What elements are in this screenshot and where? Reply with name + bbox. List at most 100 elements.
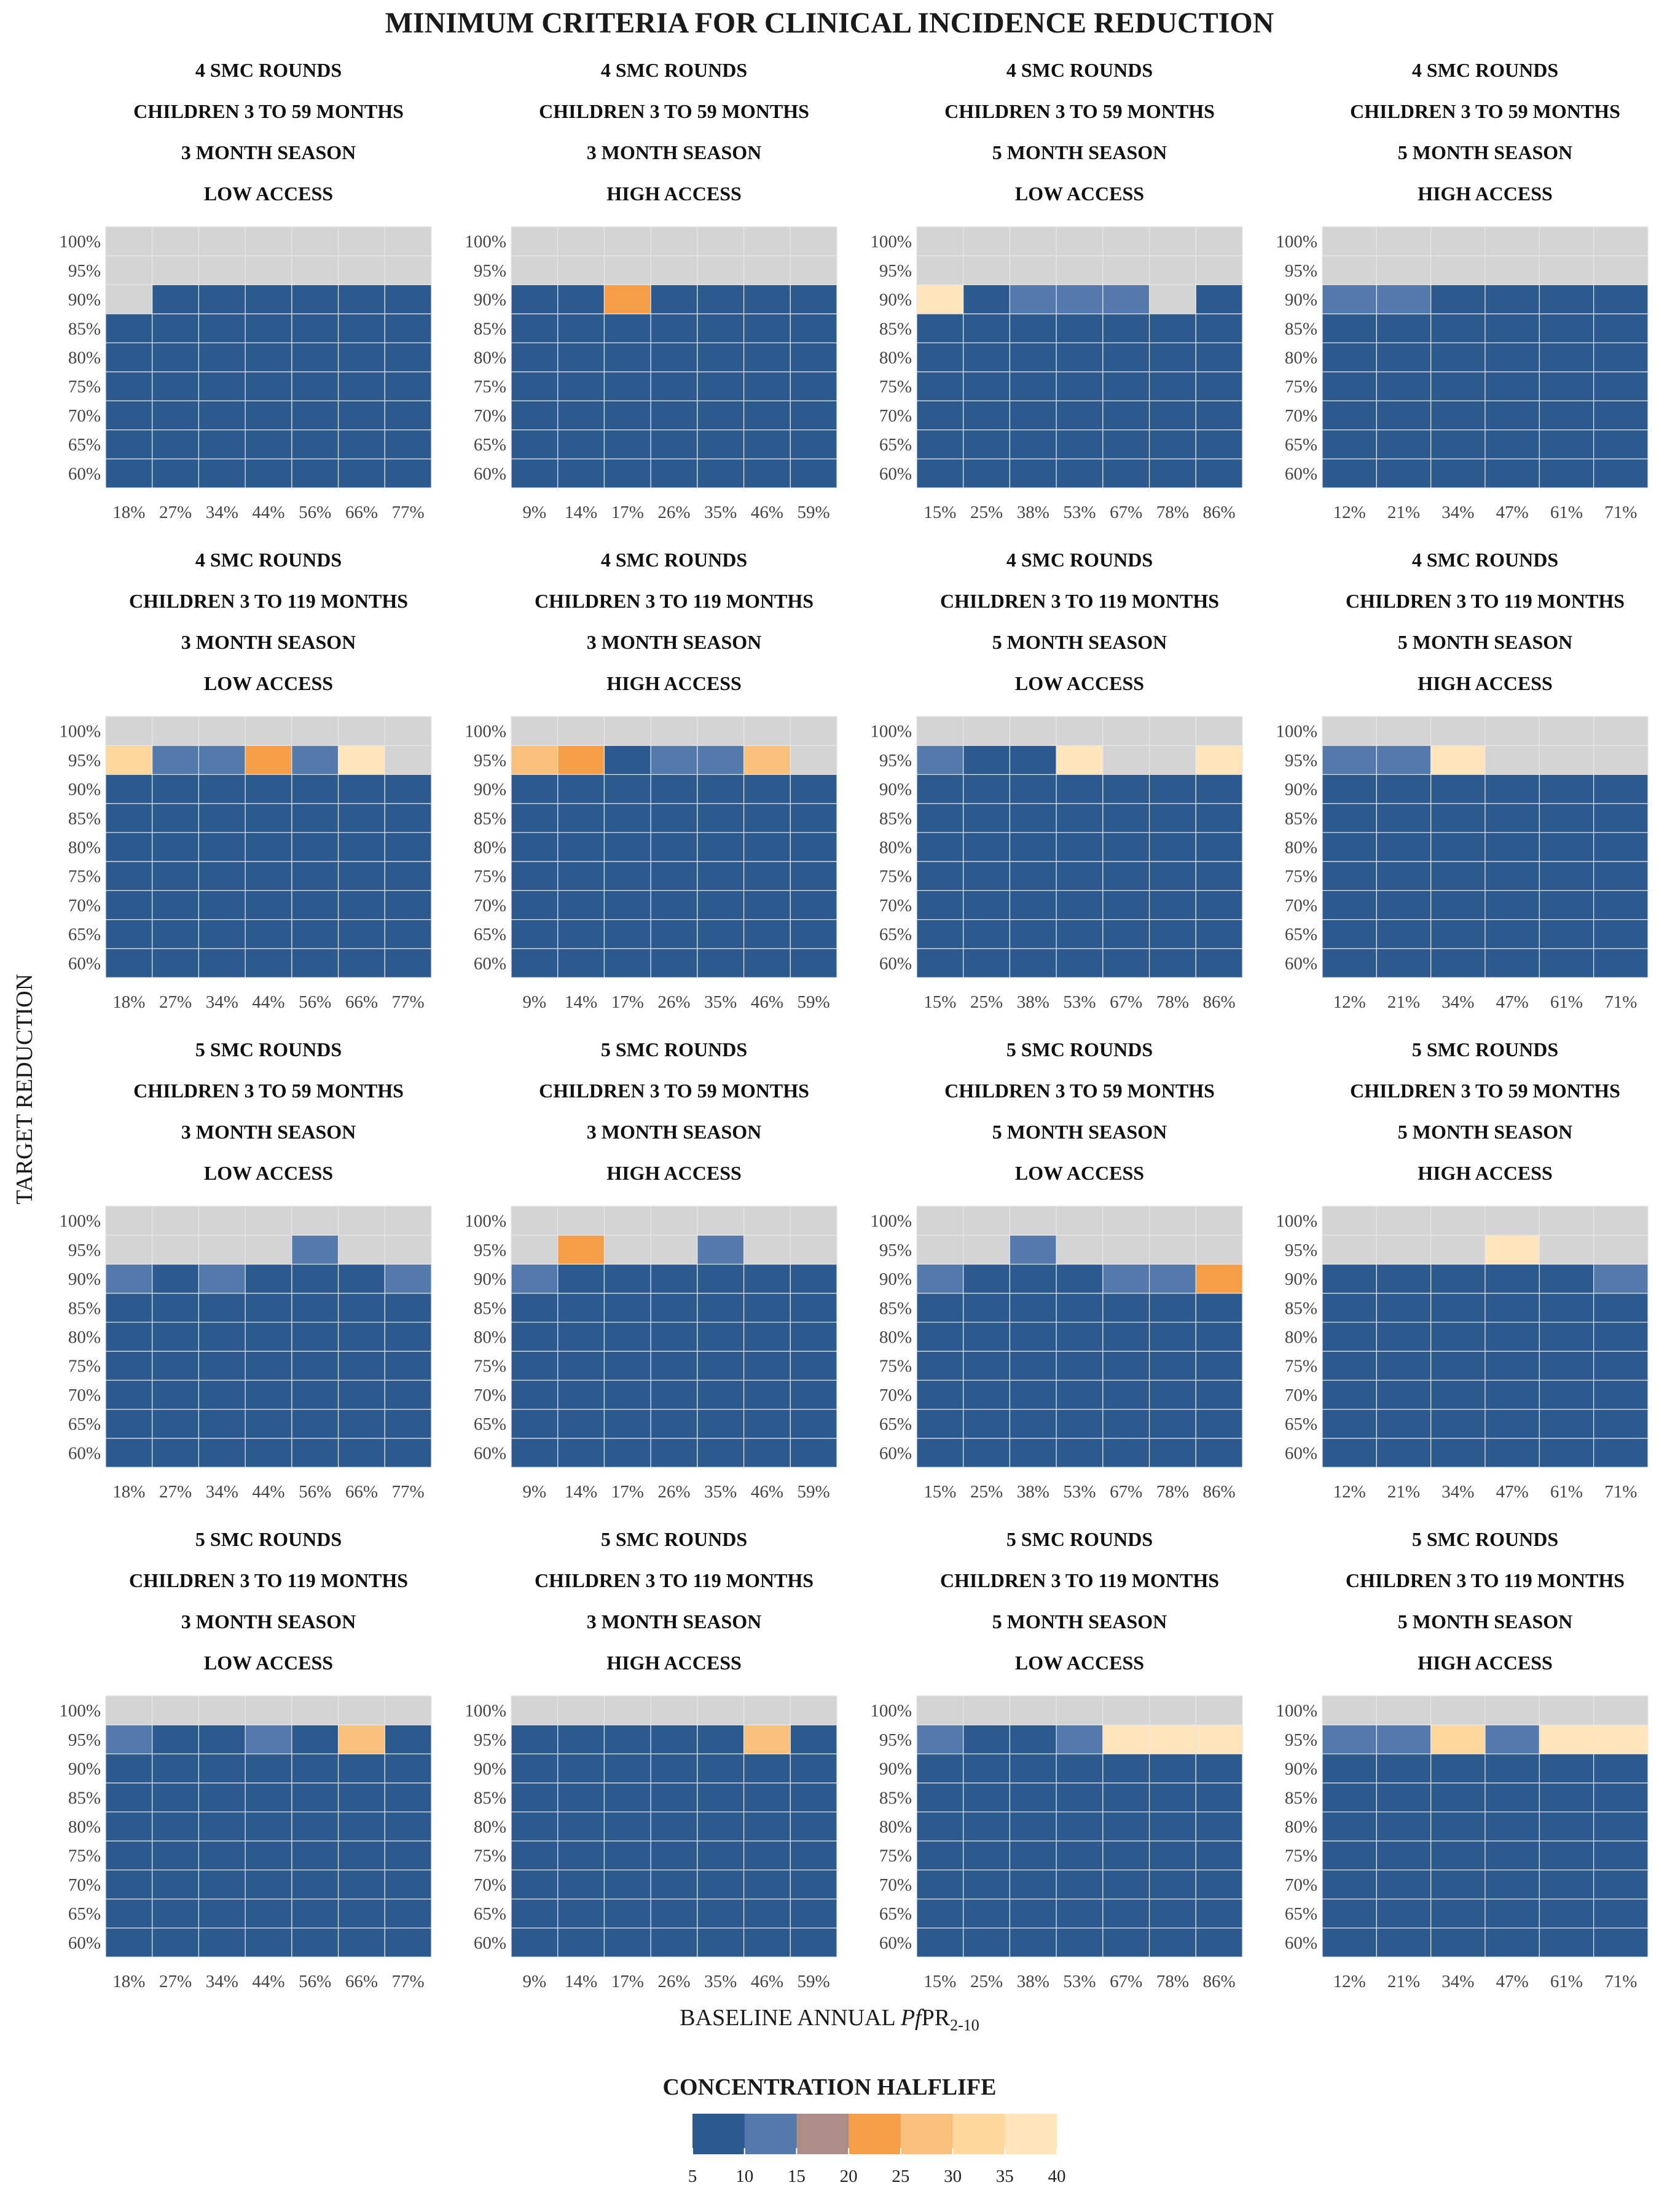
y-tick-label: 70% xyxy=(474,1386,506,1405)
heatmap-cell xyxy=(1430,861,1486,891)
heatmap-cell xyxy=(1195,284,1243,315)
heatmap-cell xyxy=(1430,284,1486,315)
heatmap-cell xyxy=(291,429,339,460)
heatmap-cell xyxy=(603,342,651,372)
y-tick-label: 75% xyxy=(879,867,912,887)
heatmap-cell xyxy=(291,890,339,920)
heatmap-cell xyxy=(1195,429,1243,460)
heatmap-cell xyxy=(1539,1379,1594,1410)
heatmap-cell xyxy=(1430,745,1486,775)
heatmap-cell xyxy=(1430,1293,1486,1323)
heatmap-cell xyxy=(105,1206,153,1236)
heatmap-cell xyxy=(790,861,837,891)
heatmap-cell xyxy=(557,1753,605,1784)
heatmap-cell xyxy=(1009,1898,1057,1929)
panel-header-line: CHILDREN 3 TO 59 MONTHS xyxy=(539,1080,809,1102)
heatmap-cell xyxy=(557,1293,605,1323)
x-tick-label: 77% xyxy=(392,1482,425,1502)
legend-swatch xyxy=(900,2114,954,2154)
heatmap-cell xyxy=(963,861,1011,891)
legend-swatch xyxy=(692,2114,745,2154)
heatmap-cell xyxy=(1430,1753,1486,1784)
heatmap-cell xyxy=(511,1783,559,1813)
heatmap-cell xyxy=(198,716,246,746)
heatmap-cell xyxy=(1322,1695,1377,1725)
heatmap-cell xyxy=(511,226,559,256)
x-tick-label: 56% xyxy=(299,992,331,1012)
y-tick-label: 75% xyxy=(474,377,506,397)
heatmap-cell xyxy=(511,832,559,862)
heatmap-cell xyxy=(1102,429,1150,460)
heatmap-cell xyxy=(1102,1840,1150,1870)
heatmap-cell xyxy=(1430,890,1486,920)
y-tick-label: 100% xyxy=(1276,722,1317,742)
heatmap-cell xyxy=(198,313,246,343)
heatmap-cell xyxy=(963,255,1011,286)
heatmap-cell xyxy=(245,1206,292,1236)
heatmap-cell xyxy=(963,429,1011,460)
heatmap-cell xyxy=(1430,226,1486,256)
heatmap-cell xyxy=(511,745,559,775)
heatmap-cell xyxy=(198,255,246,286)
panel-r3-c2: 5 SMC ROUNDS CHILDREN 3 TO 119 MONTHS 5 MO… xyxy=(870,1528,1243,1991)
heatmap-cell xyxy=(916,226,964,256)
heatmap-cell xyxy=(1430,342,1486,372)
heatmap-cell xyxy=(557,1898,605,1929)
x-tick-label: 26% xyxy=(657,503,690,522)
heatmap-cell xyxy=(557,1322,605,1352)
heatmap-cell xyxy=(790,1438,837,1468)
y-tick-label: 85% xyxy=(474,809,506,828)
heatmap-cell xyxy=(1148,919,1196,949)
heatmap-cell xyxy=(1484,1379,1540,1410)
y-tick-label: 60% xyxy=(1285,1933,1317,1953)
heatmap-cell xyxy=(1376,1811,1432,1841)
x-tick-label: 56% xyxy=(299,503,331,522)
panel-header-line: 3 MONTH SEASON xyxy=(587,1121,761,1143)
heatmap-cell xyxy=(557,1869,605,1900)
heatmap-cell xyxy=(337,1322,385,1352)
heatmap-cell xyxy=(603,284,651,315)
heatmap-cell xyxy=(384,832,432,862)
panel-header-line: 5 SMC ROUNDS xyxy=(195,1528,342,1550)
x-tick-label: 77% xyxy=(392,1972,425,1991)
heatmap-cell xyxy=(1056,745,1104,775)
heatmap-cell xyxy=(198,1379,246,1410)
heatmap-cell xyxy=(245,1811,292,1841)
heatmap-cell xyxy=(697,774,745,804)
heatmap-cell xyxy=(1148,1351,1196,1381)
y-tick-label: 65% xyxy=(879,435,912,455)
heatmap-cell xyxy=(1009,342,1057,372)
x-tick-label: 47% xyxy=(1496,503,1529,522)
heatmap-cell xyxy=(1593,371,1649,401)
heatmap-cell xyxy=(743,832,791,862)
heatmap-cell xyxy=(1009,371,1057,401)
heatmap-cell xyxy=(1430,948,1486,978)
heatmap-cell xyxy=(1148,1724,1196,1755)
heatmap-cell xyxy=(697,948,745,978)
heatmap-cell xyxy=(105,1811,153,1841)
heatmap-cell xyxy=(511,284,559,315)
heatmap-cell xyxy=(650,1379,698,1410)
heatmap-cell xyxy=(1009,1234,1057,1265)
y-tick-label: 75% xyxy=(1285,1357,1317,1376)
heatmap-cell xyxy=(916,429,964,460)
legend-swatch xyxy=(1005,2114,1057,2154)
heatmap-cell xyxy=(1322,313,1377,343)
heatmap-cell xyxy=(1376,255,1432,286)
y-tick-label: 95% xyxy=(879,1730,912,1750)
y-tick-label: 90% xyxy=(879,1269,912,1289)
heatmap-cell xyxy=(1009,861,1057,891)
heatmap-cell xyxy=(557,1811,605,1841)
heatmap-cell xyxy=(1484,803,1540,833)
x-tick-label: 59% xyxy=(798,503,830,522)
heatmap-cell xyxy=(384,1724,432,1755)
heatmap-cell xyxy=(1009,400,1057,431)
heatmap-cell xyxy=(245,1928,292,1958)
heatmap-cell xyxy=(511,342,559,372)
heatmap-cell xyxy=(557,429,605,460)
heatmap-cell xyxy=(1102,890,1150,920)
heatmap-cell xyxy=(1148,255,1196,286)
heatmap-cell xyxy=(291,400,339,431)
heatmap-cell xyxy=(916,400,964,431)
heatmap-cell xyxy=(511,890,559,920)
